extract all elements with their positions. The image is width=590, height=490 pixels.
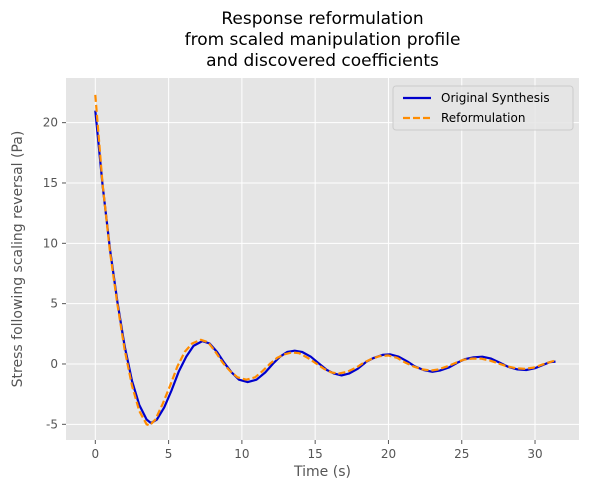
legend: Original Synthesis Reformulation	[392, 85, 574, 131]
x-tick-label: 5	[165, 447, 173, 461]
y-axis-ticks: -5 0 5 10 15 20	[43, 116, 66, 431]
y-tick-label: 5	[50, 297, 58, 311]
chart-title-line: from scaled manipulation profile	[185, 30, 461, 50]
y-axis-label: Stress following scaling reversal (Pa)	[10, 131, 26, 388]
y-tick-label: -5	[46, 417, 58, 431]
x-tick-label: 20	[381, 447, 396, 461]
x-axis-label: Time (s)	[293, 464, 351, 480]
series-line-1	[94, 110, 556, 425]
x-tick-label: 30	[527, 447, 542, 461]
y-tick-label: 10	[43, 236, 58, 250]
y-tick-label: 15	[43, 176, 58, 190]
x-tick-label: 25	[454, 447, 469, 461]
x-axis-ticks: 0 5 10 15 20 25 30	[91, 440, 543, 461]
x-tick-label: 10	[234, 447, 249, 461]
x-tick-label: 15	[308, 447, 323, 461]
series-lines	[94, 94, 556, 427]
x-tick-label: 0	[91, 447, 99, 461]
chart-title-line: Response reformulation	[221, 9, 423, 29]
y-tick-label: 0	[50, 357, 58, 371]
y-tick-label: 20	[43, 116, 58, 130]
plot-area	[66, 78, 579, 440]
legend-box	[392, 85, 574, 131]
legend-label: Reformulation	[441, 111, 525, 125]
chart-title-line: and discovered coefficients	[206, 51, 439, 71]
series-line-2	[94, 94, 556, 427]
legend-label: Original Synthesis	[441, 91, 550, 105]
